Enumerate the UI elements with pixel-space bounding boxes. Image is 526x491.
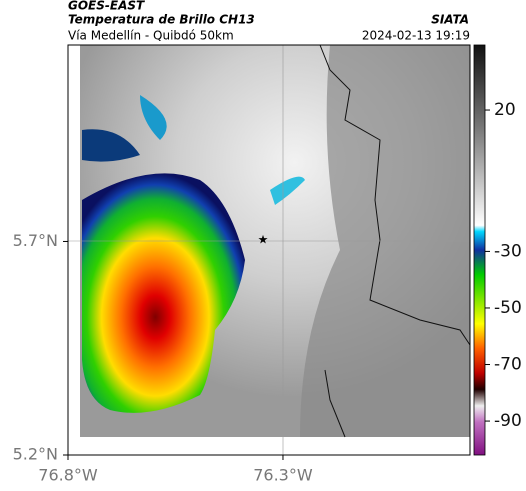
colorbar-tick-label: -50 <box>494 298 522 318</box>
title: Temperatura de Brillo CH13 <box>68 13 255 27</box>
lat-tick-label: 5.2°N <box>13 445 58 464</box>
imagery: ★ <box>68 45 470 455</box>
subtitle: Vía Medellín - Quibdó 50km <box>68 29 234 43</box>
map-frame <box>67 44 471 456</box>
colorbar-tick-label: -30 <box>494 241 522 261</box>
colorbar-tick-label: 20 <box>494 100 516 120</box>
datetime: 2024-02-13 19:19 <box>362 29 470 43</box>
svg-text:★: ★ <box>258 233 269 247</box>
lon-tick-label: 76.8°W <box>38 466 98 485</box>
colorbar-tick-label: -70 <box>494 355 522 375</box>
lat-tick-label: 5.7°N <box>13 231 58 250</box>
colorbar-tick-label: -90 <box>494 411 522 431</box>
lon-tick-label: 76.3°W <box>253 466 313 485</box>
org: SIATA <box>431 13 469 27</box>
colorbar <box>473 44 486 456</box>
source: GOES-EAST <box>68 0 145 13</box>
